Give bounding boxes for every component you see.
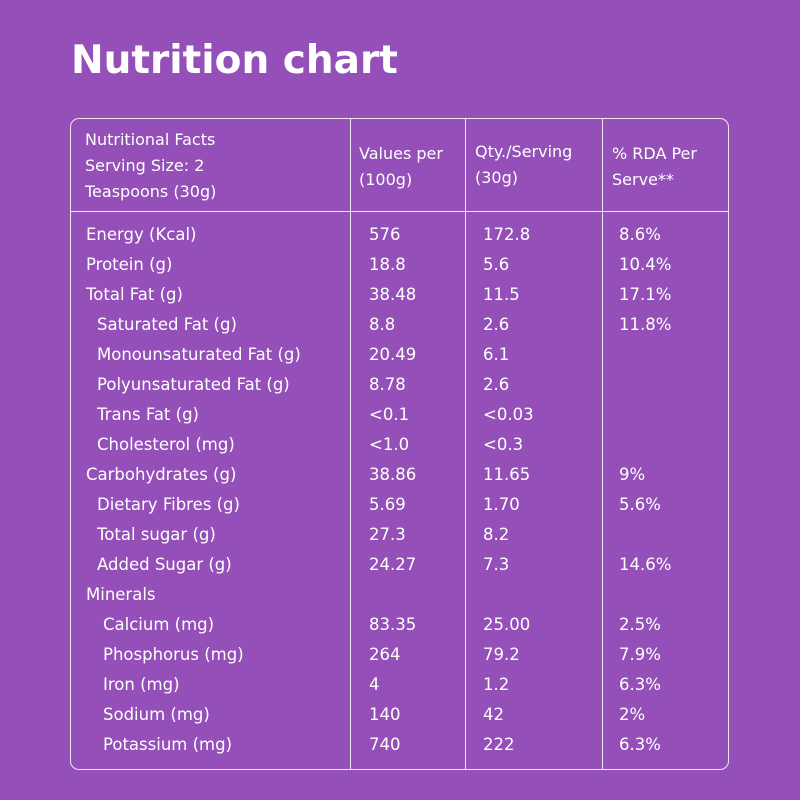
table-row: Phosphorus (mg) 264 79.2 7.9% bbox=[71, 640, 728, 670]
header-qty-serving: Qty./Serving (30g) bbox=[475, 142, 573, 187]
qty-per-serving: 1.2 bbox=[483, 675, 510, 694]
nutrient-name: Trans Fat (g) bbox=[97, 405, 199, 424]
value-per-100g: 8.78 bbox=[369, 375, 406, 394]
table-row: Added Sugar (g) 24.27 7.3 14.6% bbox=[71, 550, 728, 580]
table-row: Minerals bbox=[71, 580, 728, 610]
qty-per-serving: <0.3 bbox=[483, 435, 524, 454]
qty-per-serving: 11.5 bbox=[483, 285, 520, 304]
table-row: Potassium (mg) 740 222 6.3% bbox=[71, 730, 728, 760]
rda-percent: 7.9% bbox=[619, 645, 661, 664]
table-row: Protein (g) 18.8 5.6 10.4% bbox=[71, 250, 728, 280]
nutrient-name: Total sugar (g) bbox=[97, 525, 216, 544]
qty-per-serving: 7.3 bbox=[483, 555, 510, 574]
table-row: Saturated Fat (g) 8.8 2.6 11.8% bbox=[71, 310, 728, 340]
nutrient-name: Calcium (mg) bbox=[103, 615, 215, 634]
header-rda-per-serve: % RDA Per Serve** bbox=[612, 144, 697, 189]
page-title: Nutrition chart bbox=[71, 38, 398, 83]
table-row: Trans Fat (g) <0.1 <0.03 bbox=[71, 400, 728, 430]
table-row: Iron (mg) 4 1.2 6.3% bbox=[71, 670, 728, 700]
value-per-100g: 24.27 bbox=[369, 555, 417, 574]
rda-percent: 11.8% bbox=[619, 315, 672, 334]
header-divider bbox=[71, 211, 728, 212]
table-row: Energy (Kcal) 576 172.8 8.6% bbox=[71, 220, 728, 250]
value-per-100g: 27.3 bbox=[369, 525, 406, 544]
qty-per-serving: 172.8 bbox=[483, 225, 531, 244]
header-nutritional-facts: Nutritional Facts Serving Size: 2 Teaspo… bbox=[85, 130, 217, 201]
nutrient-name: Minerals bbox=[86, 585, 156, 604]
table-row: Sodium (mg) 140 42 2% bbox=[71, 700, 728, 730]
table-body: Energy (Kcal) 576 172.8 8.6% Protein (g) 18.8… bbox=[71, 220, 728, 760]
header-values-per-100g: Values per (100g) bbox=[359, 144, 443, 189]
qty-per-serving: 11.65 bbox=[483, 465, 531, 484]
nutrient-name: Saturated Fat (g) bbox=[97, 315, 237, 334]
qty-per-serving: 79.2 bbox=[483, 645, 520, 664]
rda-percent: 5.6% bbox=[619, 495, 661, 514]
nutrient-name: Protein (g) bbox=[86, 255, 173, 274]
table-row: Carbohydrates (g) 38.86 11.65 9% bbox=[71, 460, 728, 490]
nutrient-name: Iron (mg) bbox=[103, 675, 180, 694]
nutrient-name: Total Fat (g) bbox=[86, 285, 183, 304]
table-row: Monounsaturated Fat (g) 20.49 6.1 bbox=[71, 340, 728, 370]
value-per-100g: 140 bbox=[369, 705, 401, 724]
nutrient-name: Polyunsaturated Fat (g) bbox=[97, 375, 290, 394]
column-divider bbox=[602, 119, 603, 769]
qty-per-serving: <0.03 bbox=[483, 405, 534, 424]
rda-percent: 2.5% bbox=[619, 615, 661, 634]
qty-per-serving: 222 bbox=[483, 735, 515, 754]
qty-per-serving: 6.1 bbox=[483, 345, 510, 364]
value-per-100g: 576 bbox=[369, 225, 401, 244]
value-per-100g: 20.49 bbox=[369, 345, 417, 364]
rda-percent: 2% bbox=[619, 705, 646, 724]
rda-percent: 9% bbox=[619, 465, 646, 484]
nutrient-name: Potassium (mg) bbox=[103, 735, 233, 754]
value-per-100g: <1.0 bbox=[369, 435, 410, 454]
value-per-100g: 4 bbox=[369, 675, 380, 694]
nutrient-name: Carbohydrates (g) bbox=[86, 465, 237, 484]
table-row: Total sugar (g) 27.3 8.2 bbox=[71, 520, 728, 550]
table-row: Cholesterol (mg) <1.0 <0.3 bbox=[71, 430, 728, 460]
nutrient-name: Cholesterol (mg) bbox=[97, 435, 235, 454]
rda-percent: 6.3% bbox=[619, 675, 661, 694]
column-divider bbox=[350, 119, 351, 769]
rda-percent: 14.6% bbox=[619, 555, 672, 574]
value-per-100g: <0.1 bbox=[369, 405, 410, 424]
qty-per-serving: 2.6 bbox=[483, 375, 510, 394]
qty-per-serving: 8.2 bbox=[483, 525, 510, 544]
nutrient-name: Dietary Fibres (g) bbox=[97, 495, 240, 514]
value-per-100g: 264 bbox=[369, 645, 401, 664]
rda-percent: 17.1% bbox=[619, 285, 672, 304]
table-row: Polyunsaturated Fat (g) 8.78 2.6 bbox=[71, 370, 728, 400]
rda-percent: 8.6% bbox=[619, 225, 661, 244]
value-per-100g: 18.8 bbox=[369, 255, 406, 274]
nutrition-table: Nutritional Facts Serving Size: 2 Teaspo… bbox=[70, 118, 729, 770]
nutrient-name: Phosphorus (mg) bbox=[103, 645, 244, 664]
rda-percent: 6.3% bbox=[619, 735, 661, 754]
rda-percent: 10.4% bbox=[619, 255, 672, 274]
value-per-100g: 8.8 bbox=[369, 315, 396, 334]
table-row: Total Fat (g) 38.48 11.5 17.1% bbox=[71, 280, 728, 310]
nutrient-name: Sodium (mg) bbox=[103, 705, 210, 724]
qty-per-serving: 42 bbox=[483, 705, 504, 724]
table-row: Dietary Fibres (g) 5.69 1.70 5.6% bbox=[71, 490, 728, 520]
nutrient-name: Added Sugar (g) bbox=[97, 555, 232, 574]
value-per-100g: 740 bbox=[369, 735, 401, 754]
value-per-100g: 38.48 bbox=[369, 285, 417, 304]
nutrient-name: Monounsaturated Fat (g) bbox=[97, 345, 301, 364]
column-divider bbox=[465, 119, 466, 769]
qty-per-serving: 5.6 bbox=[483, 255, 510, 274]
qty-per-serving: 2.6 bbox=[483, 315, 510, 334]
nutrient-name: Energy (Kcal) bbox=[86, 225, 197, 244]
value-per-100g: 38.86 bbox=[369, 465, 417, 484]
qty-per-serving: 1.70 bbox=[483, 495, 520, 514]
value-per-100g: 5.69 bbox=[369, 495, 406, 514]
qty-per-serving: 25.00 bbox=[483, 615, 531, 634]
value-per-100g: 83.35 bbox=[369, 615, 417, 634]
table-row: Calcium (mg) 83.35 25.00 2.5% bbox=[71, 610, 728, 640]
